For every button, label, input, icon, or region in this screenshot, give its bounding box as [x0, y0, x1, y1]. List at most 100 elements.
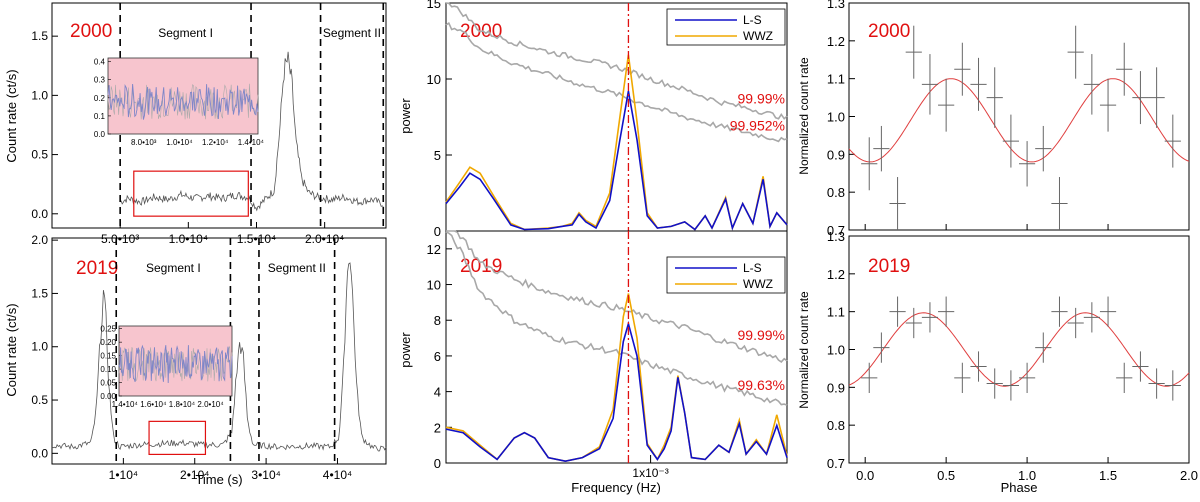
inset-x-tick-label: 1.2•10⁴: [202, 138, 229, 147]
year-label: 2019: [76, 258, 118, 279]
y-tick-label: 1.3: [827, 0, 845, 11]
x-tick-label: 1.0: [1018, 468, 1036, 483]
confidence-label: 99.99%: [738, 90, 785, 106]
x-tick-label: 1x10⁻³: [632, 466, 668, 480]
y-axis-label: Normalized count rate: [797, 291, 811, 409]
y-axis-label: power: [398, 98, 413, 134]
inset-curve-line: [118, 344, 233, 384]
ls-series-line: [445, 320, 788, 463]
inset-y-tick-label: 0.0: [94, 130, 106, 139]
folded-2019-panel: 2019 Normalized count rate Phase 0.7 0.8 0…: [797, 229, 1198, 495]
y-axis-label: Count rate (ct/s): [4, 303, 19, 396]
ls-series-line: [445, 91, 788, 231]
y-tick-label: 10: [427, 278, 441, 293]
inset-x-tick-label: 1.8•10⁴: [169, 400, 196, 409]
inset-y-tick-label: 0.15: [100, 352, 116, 361]
segment-label: Segment I: [158, 26, 213, 40]
inset-y-tick-label: 0.4: [94, 58, 106, 67]
inset-y-tick-label: 0.25: [100, 325, 116, 334]
x-tick-label: 2.0: [1180, 468, 1198, 483]
x-tick-label: 3•10⁴: [251, 468, 280, 482]
inset-y-tick-label: 0.10: [100, 365, 116, 374]
inset-y-tick-label: 0.2: [94, 94, 106, 103]
legend-box: [666, 256, 786, 294]
y-tick-label: 4: [434, 385, 441, 400]
x-tick-label: 0.5: [937, 468, 955, 483]
legend-label-ls: L-S: [743, 261, 762, 275]
inset-x-tick-label: 1.4•10⁴: [112, 400, 139, 409]
year-label: 2019: [868, 256, 910, 277]
y-axis-label: Count rate (ct/s): [4, 69, 19, 162]
lightcurve-2000-panel: 2000 Count rate (ct/s) 0.0 0.5 1.0 1.5 5.0•1…: [4, 2, 387, 246]
y-tick-label: 0.0: [31, 446, 48, 460]
y-tick-label: 1.0: [31, 88, 48, 102]
y-tick-label: 0.8: [827, 418, 845, 433]
x-tick-label: 1•10⁴: [109, 468, 138, 482]
x-axis-label: Frequency (Hz): [571, 480, 661, 495]
x-axis-label: Time (s): [195, 472, 242, 487]
inset-y-tick-label: 0.3: [94, 76, 106, 85]
confidence-label: 99.63%: [738, 377, 785, 393]
inset-y-tick-label: 0.20: [100, 338, 116, 347]
segment-label: Segment II: [323, 26, 381, 40]
confidence-curve: [446, 230, 788, 363]
x-tick-label: 2•10⁴: [180, 468, 209, 482]
y-tick-label: 0.9: [827, 380, 845, 395]
segment-label: Segment I: [146, 261, 201, 275]
y-axis-label: Normalized count rate: [797, 57, 811, 175]
power-spectrum-2019-panel: 2019 power Frequency (Hz) 0246810121x10⁻…: [398, 230, 788, 495]
light-curve-line: [119, 51, 384, 212]
y-tick-label: 6: [434, 349, 441, 364]
x-tick-label: 1.0•10⁴: [169, 232, 208, 246]
x-tick-label: 2.0•10⁴: [305, 232, 344, 246]
y-tick-label: 15: [427, 0, 441, 11]
y-tick-label: 0.5: [31, 393, 48, 407]
confidence-label: 99.99%: [738, 327, 785, 343]
y-tick-label: 0.9: [827, 147, 845, 162]
model-sine-curve: [848, 312, 1190, 387]
highlight-box: [148, 420, 207, 456]
y-tick-label: 1.0: [827, 110, 845, 125]
y-tick-label: 0.8: [827, 185, 845, 200]
y-tick-label: 1.5: [31, 29, 48, 43]
inset-x-tick-label: 1.0•10⁴: [166, 138, 193, 147]
y-tick-label: 1.5: [31, 286, 48, 300]
x-tick-label: 1.5•10⁴: [237, 232, 276, 246]
y-tick-label: 1.1: [827, 305, 845, 320]
segment-label: Segment II: [268, 261, 326, 275]
inset-x-tick-label: 8.0•10³: [131, 138, 157, 147]
inset-x-tick-label: 1.6•10⁴: [140, 400, 167, 409]
plot-frame: [445, 230, 788, 464]
y-tick-label: 1.1: [827, 72, 845, 87]
y-tick-label: 1.0: [31, 340, 48, 354]
y-tick-label: 12: [427, 242, 441, 257]
highlight-box: [133, 170, 249, 217]
inset-y-tick-label: 0.1: [94, 112, 106, 121]
y-tick-label: 1.2: [827, 267, 845, 282]
inset-y-tick-label: 0.00: [100, 392, 116, 401]
y-tick-label: 1.0: [827, 343, 845, 358]
y-tick-label: 2: [434, 420, 441, 435]
light-curve-line: [51, 262, 387, 452]
legend-label-wwz: WWZ: [743, 277, 773, 291]
y-tick-label: 0.7: [827, 223, 845, 238]
y-tick-label: 1.2: [827, 34, 845, 49]
x-tick-label: 4•10⁴: [323, 468, 352, 482]
x-tick-label: 0.0: [856, 468, 874, 483]
x-tick-label: 1.5: [1099, 468, 1117, 483]
legend-label-wwz: WWZ: [743, 29, 773, 43]
y-tick-label: 0.0: [31, 207, 48, 221]
legend-box: [666, 8, 786, 46]
plot-frame: [51, 2, 387, 229]
confidence-label: 99.952%: [730, 118, 785, 134]
confidence-curve: [445, 231, 788, 406]
y-tick-label: 2.0: [31, 233, 48, 247]
lightcurve-2019-panel: 2019 Count rate (ct/s) Time (s) 0.0 0.5 1.…: [4, 233, 387, 487]
folded-2000-panel: 2000 Normalized count rate 0.7 0.8 0.9 1.0 1…: [797, 0, 1190, 238]
y-tick-label: 1.3: [827, 229, 845, 244]
confidence-curve: [445, 2, 788, 120]
y-axis-label: power: [398, 332, 413, 368]
y-tick-label: 8: [434, 313, 441, 328]
